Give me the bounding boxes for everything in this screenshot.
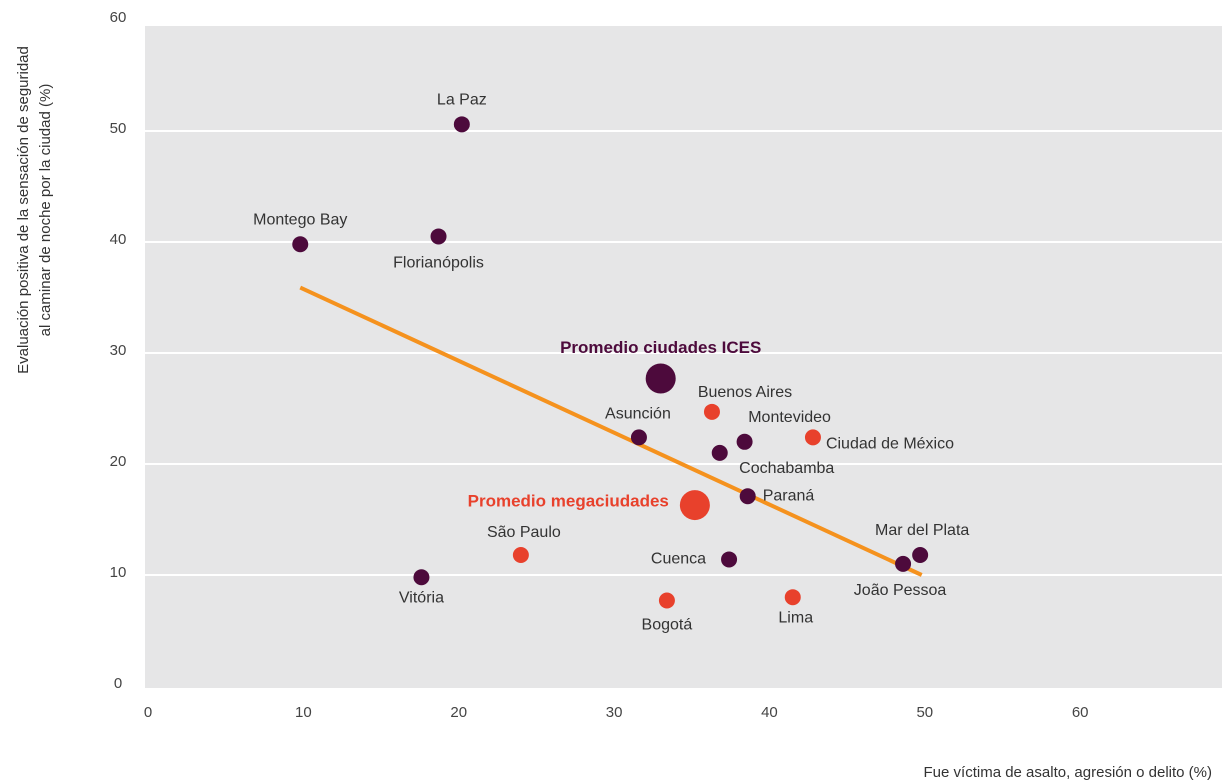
x-tick-label: 0	[144, 704, 152, 721]
point-label: São Paulo	[487, 524, 561, 541]
y-tick-label: 50	[110, 120, 127, 137]
y-tick-label: 10	[110, 564, 127, 581]
x-tick-label: 20	[450, 704, 467, 721]
trend-line	[299, 285, 923, 577]
point-label: Asunción	[605, 406, 671, 423]
point	[658, 592, 675, 609]
point	[711, 444, 728, 461]
point-label: Lima	[778, 609, 813, 626]
point-label: Paraná	[763, 487, 815, 504]
y-tick-label: 40	[110, 231, 127, 248]
point	[703, 403, 720, 420]
point	[453, 116, 470, 133]
point	[413, 569, 430, 586]
point	[430, 228, 447, 245]
point	[630, 429, 647, 446]
point-label: Montevideo	[748, 409, 831, 426]
point	[804, 429, 821, 446]
y-tick-label: 60	[110, 9, 127, 26]
x-axis-label: Fue víctima de asalto, agresión o delito…	[924, 764, 1212, 781]
y-tick-label: 20	[110, 453, 127, 470]
point-label: Bogotá	[642, 617, 693, 634]
y-tick-label: 0	[114, 675, 122, 692]
x-tick-label: 60	[1072, 704, 1089, 721]
point-label: João Pessoa	[854, 582, 947, 599]
point-label: Vitória	[399, 589, 444, 606]
point-label: La Paz	[437, 92, 487, 109]
point	[784, 589, 801, 606]
point-label: Ciudad de México	[826, 436, 954, 453]
x-tick-label: 10	[295, 704, 312, 721]
y-tick-label: 30	[110, 342, 127, 359]
y-axis-label: al caminar de noche por la ciudad (%)	[37, 84, 54, 337]
point	[721, 551, 738, 568]
point	[739, 488, 756, 505]
point	[736, 433, 753, 450]
point-label: Cuenca	[651, 551, 706, 568]
average-point	[679, 490, 710, 521]
point-label: Montego Bay	[253, 211, 347, 228]
point-label: Cochabamba	[739, 460, 834, 477]
x-tick-label: 50	[916, 704, 933, 721]
point	[912, 547, 929, 564]
x-tick-label: 40	[761, 704, 778, 721]
point	[512, 547, 529, 564]
x-tick-label: 30	[606, 704, 623, 721]
average-label: Promedio megaciudades	[468, 492, 669, 511]
y-axis-label: Evaluación positiva de la sensación de s…	[15, 46, 32, 374]
point	[895, 555, 912, 572]
average-point	[645, 363, 676, 394]
point-label: Mar del Plata	[875, 522, 969, 539]
average-label: Promedio ciudades ICES	[560, 338, 761, 357]
point-label: Florianópolis	[393, 255, 484, 272]
plot-background	[145, 26, 1222, 688]
point-label: Buenos Aires	[698, 384, 792, 401]
point	[292, 236, 309, 253]
